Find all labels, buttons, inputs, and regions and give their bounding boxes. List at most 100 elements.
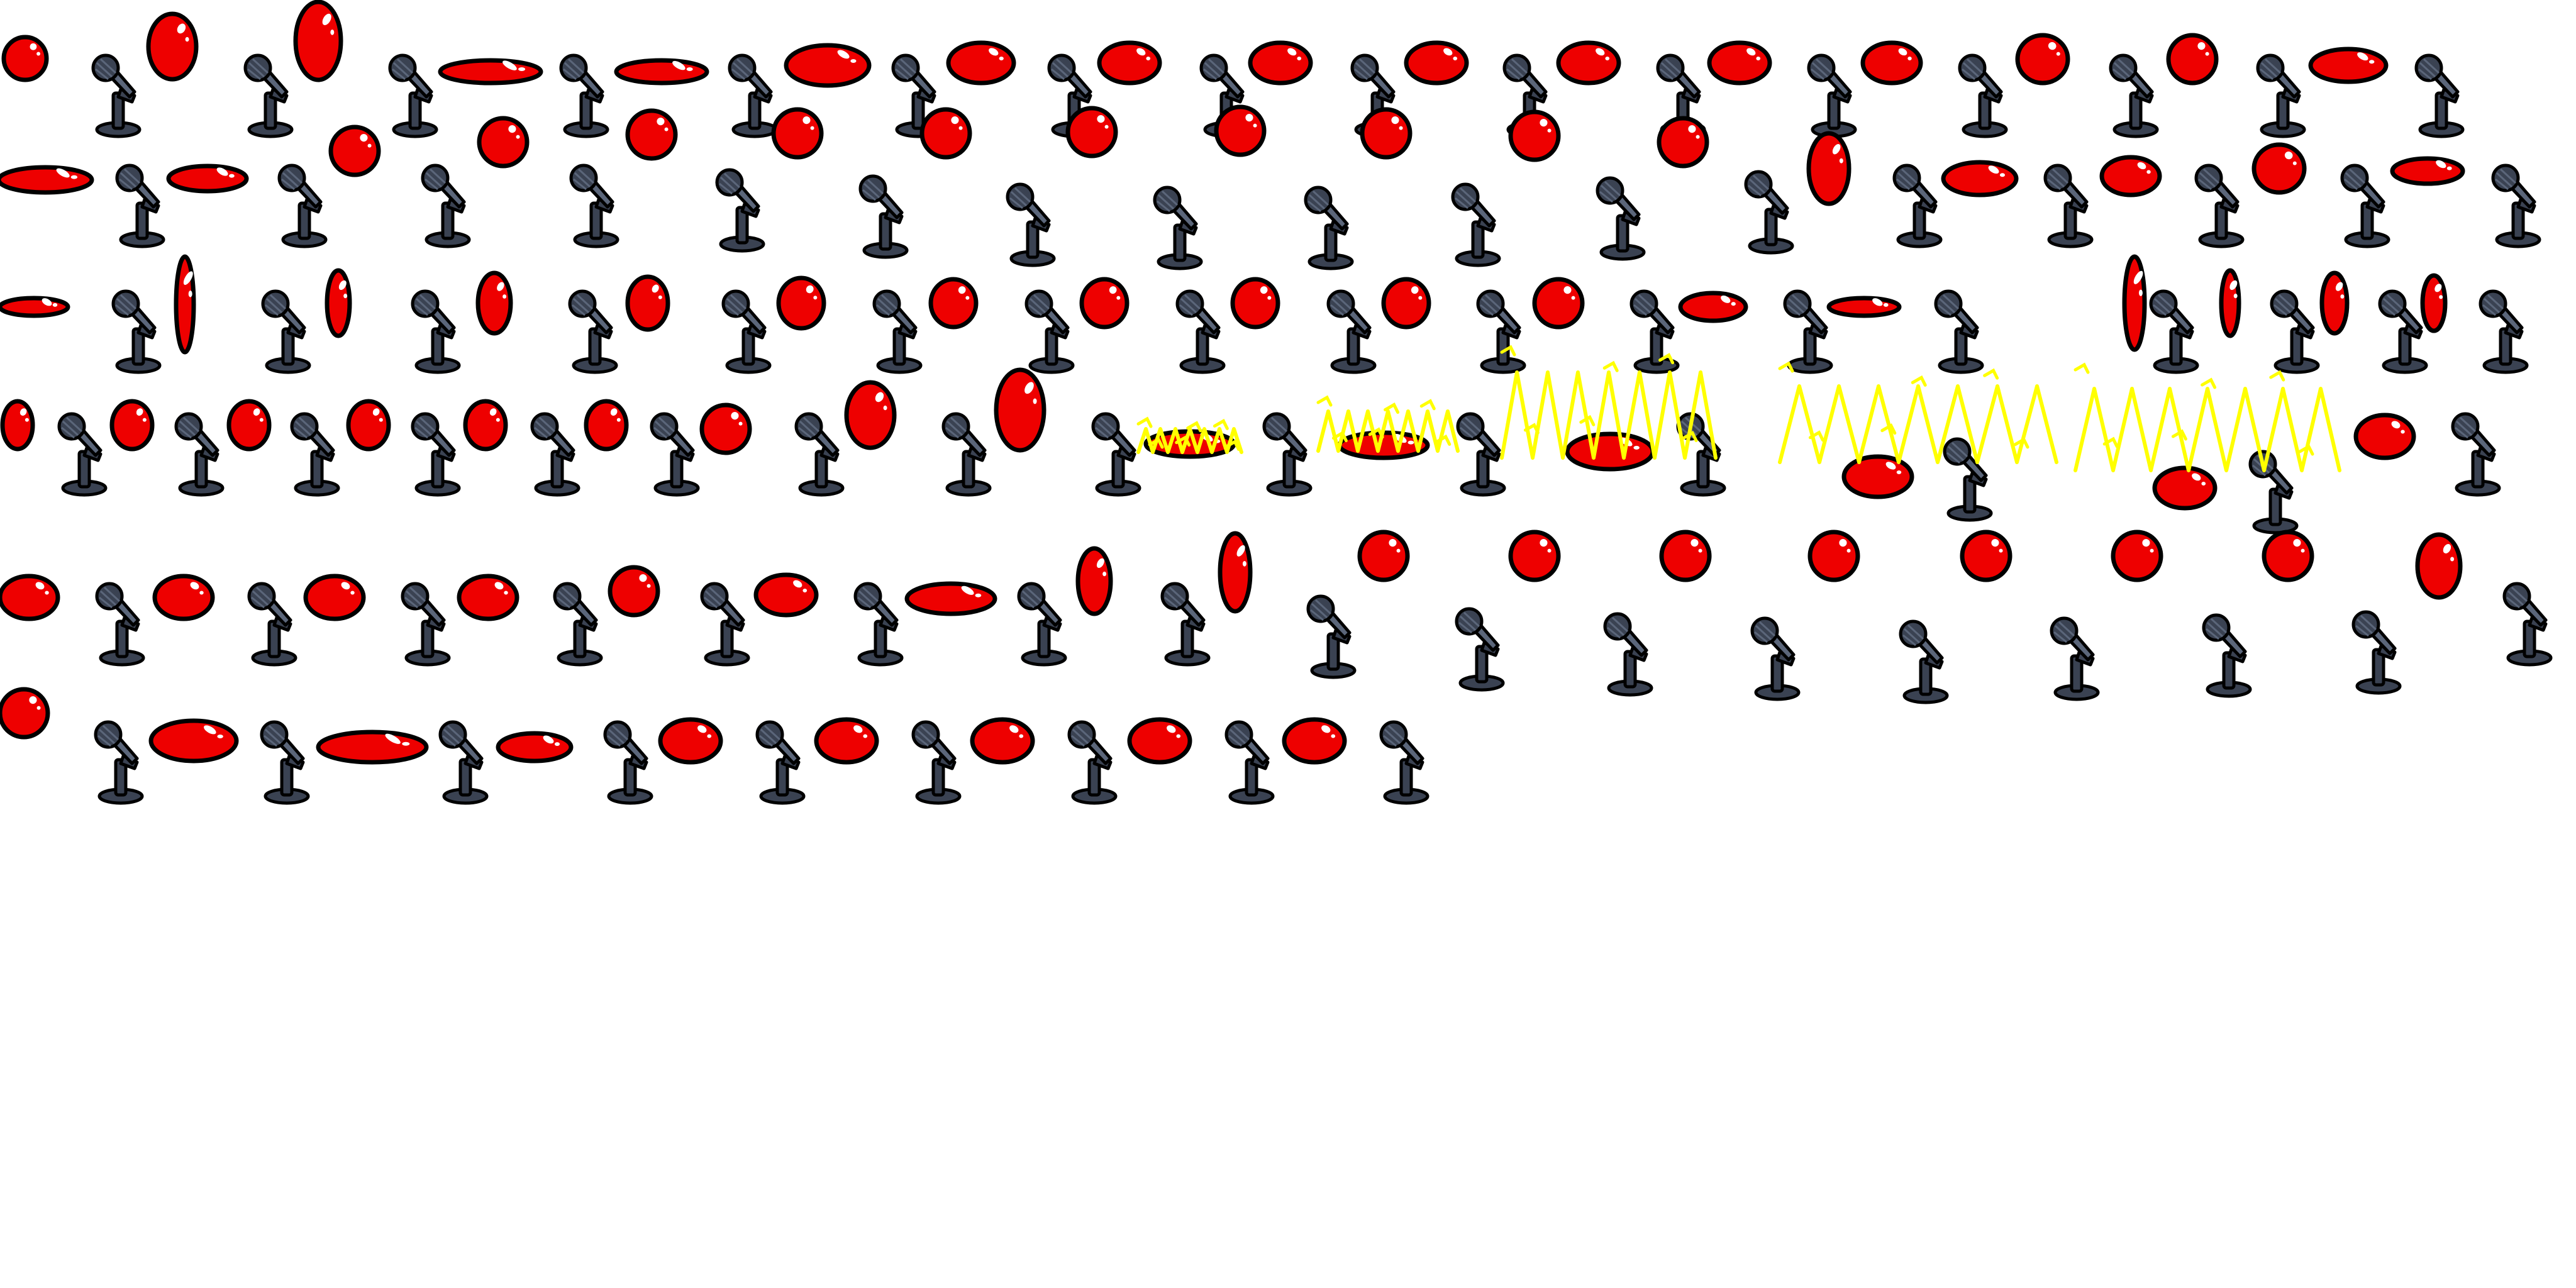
sprite-frame [1500,345,1726,497]
sprite-frame [2420,273,2529,374]
red-ball-sprite [152,574,215,621]
red-ball-sprite [1079,277,1130,330]
sprite-frame [2415,532,2553,667]
microphone-icon [2043,164,2094,248]
red-ball-sprite [614,58,709,86]
red-ball-sprite [771,107,824,160]
sprite-frame [2319,270,2428,374]
sprite-frame [477,116,619,248]
sprite-frame [1508,530,1653,697]
red-ball-sprite [1806,131,1852,206]
sprite-frame [608,565,750,667]
red-ball-sprite [1556,40,1621,86]
red-ball-sprite [1282,717,1347,765]
sprite-frame [1357,530,1505,692]
microphone-icon [1783,289,1833,374]
sprite-frame [1707,40,1857,138]
microphone-icon [2202,613,2252,698]
sprite-frame [0,164,165,248]
sprite-frame [776,275,923,374]
sprite-frame [1381,277,1526,374]
red-ball-sprite [1826,296,1902,318]
sprite-frame [994,367,1141,497]
red-ball-sprite [1,35,49,82]
microphone-icon [2270,289,2320,374]
microphone-icon [1603,612,1653,697]
red-ball-sprite [226,399,272,452]
microphone-icon [1067,720,1118,805]
microphone-icon [2050,616,2100,701]
red-ball-sprite [1230,277,1280,330]
sprite-frame [2166,33,2306,138]
sprite-frame [1218,531,1357,679]
spark-effect [1316,395,1460,453]
microphone-icon [438,720,489,805]
sprite-frame [2074,362,2341,535]
red-ball-sprite [166,164,249,194]
red-ball-sprite [346,399,391,452]
red-ball-sprite [946,40,1016,86]
microphone-icon [853,582,904,667]
microphone-icon [2194,164,2245,248]
sprite-frame [475,270,618,374]
sprite-frame [1807,530,1949,704]
microphone-icon [559,53,609,138]
microphone-icon [2149,289,2199,374]
red-ball-sprite [2420,273,2448,333]
microphone-icon [94,720,144,805]
sprite-frame [148,718,310,805]
microphone-icon [1456,412,1506,497]
red-ball-sprite [2415,532,2463,600]
sprite-frame [1282,717,1430,805]
spark-effect [1500,345,1718,460]
sprite-frame [1214,104,1354,270]
red-ball-sprite [970,717,1035,765]
microphone-icon [261,289,311,374]
red-ball-sprite [2262,530,2314,582]
red-ball-sprite [109,399,155,452]
red-ball-sprite [928,277,979,330]
red-ball-sprite [0,165,94,195]
sprite-frame [496,720,653,805]
microphone-icon [290,412,340,497]
sprite-frame [226,399,340,497]
sprite-frame [1826,289,1984,374]
red-ball-sprite [1381,277,1431,330]
microphone-icon [1934,289,1984,374]
red-ball-sprite [1678,291,1748,323]
microphone-icon [1596,176,1646,261]
red-ball-sprite [1659,530,1712,582]
sprite-frame [1316,395,1506,497]
sprite-frame [625,108,765,253]
microphone-icon [1943,437,1993,522]
red-ball-sprite [1508,530,1561,582]
sprite-frame [2390,156,2541,248]
red-ball-sprite [2353,413,2416,460]
sprite-row [0,530,2553,704]
red-ball-sprite [2099,155,2162,197]
sprite-frame [2308,47,2465,138]
red-ball-sprite [608,565,660,618]
microphone-icon [603,720,653,805]
sprite-frame [303,574,451,667]
red-ball-sprite [438,58,543,86]
microphone-icon [115,164,165,248]
red-ball-sprite [784,43,872,88]
sprite-frame [1659,530,1801,701]
microphone-icon [1006,182,1056,267]
sprite-frame [0,687,144,805]
sprite-frame [166,164,328,248]
sprite-frame [1230,277,1377,374]
sprite-frame [771,107,909,259]
red-ball-sprite [0,687,50,740]
red-ball-sprite [1214,104,1267,157]
red-ball-sprite [844,380,897,450]
sprite-frame [1532,277,1680,374]
sprite-frame [1079,277,1226,374]
microphone-icon [1750,616,1801,701]
microphone-icon [1326,289,1377,374]
red-ball-sprite [1075,546,1113,616]
red-ball-sprite [699,402,752,455]
sprite-frame [699,402,845,497]
